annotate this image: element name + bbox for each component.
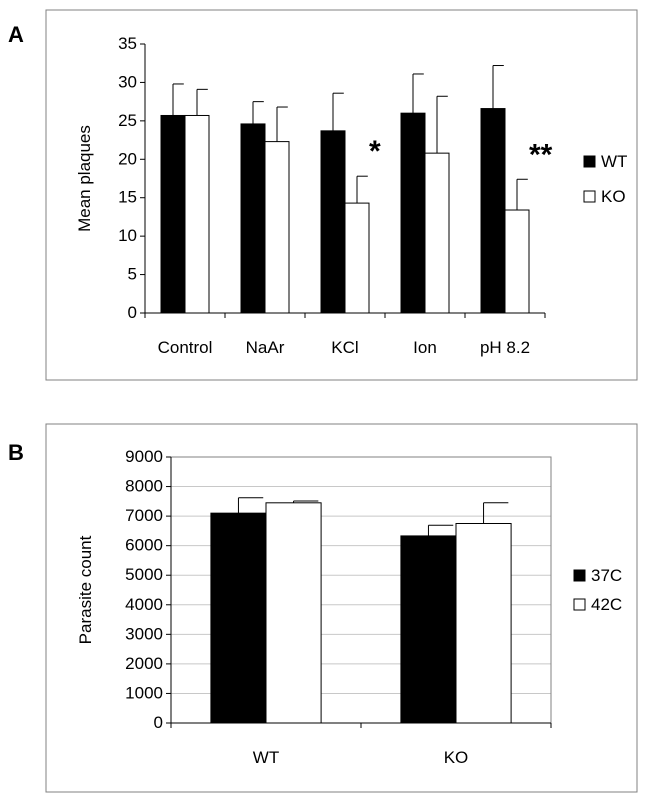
x-category-label: KCl xyxy=(331,338,358,357)
y-tick-label: 0 xyxy=(128,303,137,322)
bar xyxy=(400,535,457,724)
legend-swatch xyxy=(573,569,586,582)
chart-frame xyxy=(45,423,638,793)
x-category-label: pH 8.2 xyxy=(480,338,530,357)
y-tick-label: 5000 xyxy=(125,565,163,584)
legend-swatch xyxy=(573,598,586,611)
x-category-label: Ion xyxy=(413,338,437,357)
legend-label: KO xyxy=(601,187,626,206)
y-tick-label: 3000 xyxy=(125,624,163,643)
y-tick-label: 4000 xyxy=(125,595,163,614)
y-tick-label: 5 xyxy=(128,265,137,284)
y-tick-label: 35 xyxy=(118,34,137,53)
legend-swatch xyxy=(583,190,596,203)
significance-marker: ** xyxy=(529,138,553,171)
y-tick-label: 0 xyxy=(154,713,163,732)
bar xyxy=(240,123,266,314)
bar xyxy=(344,202,370,314)
x-category-label: NaAr xyxy=(246,338,285,357)
chart-frame xyxy=(45,9,638,381)
bar xyxy=(264,141,290,314)
x-category-label: KO xyxy=(444,748,469,767)
y-tick-label: 7000 xyxy=(125,506,163,525)
chart-a: 0 5 10 15 20 25 30 35 Mean plaques Control NaAr KCl… xyxy=(45,9,638,381)
bar xyxy=(424,152,450,314)
y-tick-label: 8000 xyxy=(125,477,163,496)
y-tick-label: 9000 xyxy=(125,447,163,466)
bar xyxy=(265,502,322,724)
significance-marker: * xyxy=(369,135,381,168)
y-tick-label: 30 xyxy=(118,72,137,91)
legend-label: WT xyxy=(601,152,627,171)
y-tick-label: 20 xyxy=(118,149,137,168)
x-category-label: WT xyxy=(253,748,279,767)
y-tick-label: 25 xyxy=(118,111,137,130)
legend-label: 42C xyxy=(591,595,622,614)
legend-label: 37C xyxy=(591,566,622,585)
legend-swatch xyxy=(583,155,596,168)
y-tick-label: 1000 xyxy=(125,683,163,702)
x-category-label: Control xyxy=(158,338,213,357)
bar xyxy=(160,114,186,314)
y-axis-label: Mean plaques xyxy=(75,125,94,232)
bar xyxy=(400,112,426,314)
bar xyxy=(320,130,346,314)
panel-letter-a: A xyxy=(8,22,24,47)
y-axis-label: Parasite count xyxy=(76,535,95,644)
y-tick-label: 15 xyxy=(118,188,137,207)
y-tick-label: 2000 xyxy=(125,654,163,673)
bar xyxy=(455,523,512,724)
y-tick-label: 6000 xyxy=(125,536,163,555)
y-tick-label: 10 xyxy=(118,226,137,245)
bar xyxy=(210,512,267,724)
panel-letter-b: B xyxy=(8,440,24,465)
